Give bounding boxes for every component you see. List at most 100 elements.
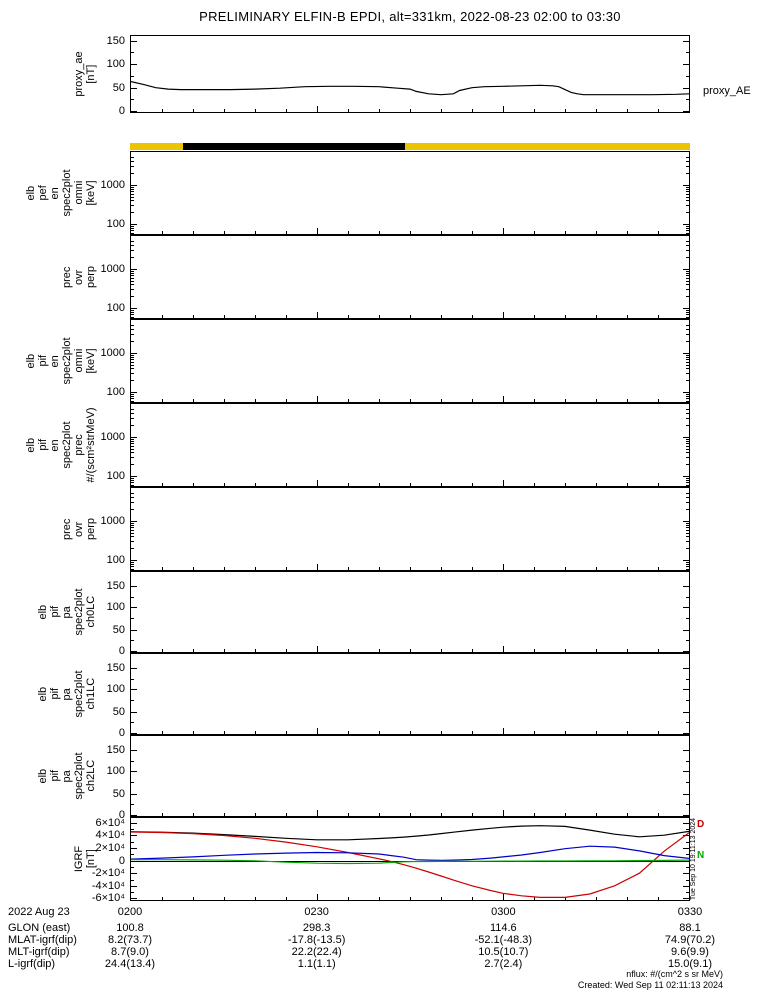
y-tick-mark [131,308,137,310]
y-minor-tick-mark [686,284,689,286]
x-tick-mark [627,231,628,234]
y-tick-mark [131,771,137,773]
x-tick-mark [658,649,659,652]
y-tick-mark [683,793,689,795]
y-minor-tick-mark [131,493,134,495]
axis-value-cell: 8.2(73.7) [107,934,153,946]
y-tick-label: 50 [112,705,125,718]
x-tick-mark [441,897,442,900]
x-tick-mark [193,231,194,234]
x-tick-mark [255,109,256,112]
proxy-ae-line [131,81,689,96]
x-tick-mark [503,728,504,734]
y-axis-label: prec ovr perp [61,517,97,541]
x-tick-mark [503,228,504,234]
y-axis-label: elb pif pa spec2plot ch0LC [37,588,97,636]
x-tick-mark [627,483,628,486]
y-tick-label: 100 [106,302,125,315]
igrf-line-green [131,859,689,865]
y-minor-tick-mark [686,334,689,336]
x-tick-mark [193,315,194,318]
x-tick-mark [472,399,473,402]
y-tick-label: 2×10⁴ [95,842,125,855]
y-minor-tick-mark [131,284,134,286]
y-tick-label: 0 [118,854,125,867]
y-minor-tick-mark [686,190,689,192]
y-minor-tick-mark [131,356,134,358]
time-tick-label: 0330 [677,906,703,918]
x-tick-mark [286,897,287,900]
x-tick-mark [286,315,287,318]
y-minor-tick-mark [131,566,134,568]
x-tick-mark [596,231,597,234]
y-tick-mark [683,733,689,735]
axis-value-cell: 2.7(2.4) [484,958,523,970]
y-minor-tick-mark [686,760,689,762]
y-minor-tick-mark [131,413,134,415]
y-minor-tick-mark [131,508,134,510]
y-tick-mark [683,898,689,900]
y-tick-mark [683,607,689,609]
y-tick-mark [683,711,689,713]
y-tick-mark [131,815,137,817]
x-tick-mark [255,567,256,570]
y-tick-mark [683,629,689,631]
y-tick-mark [131,184,137,186]
x-tick-mark [410,315,411,318]
y-tick-mark [131,268,137,270]
x-tick-mark [596,649,597,652]
y-minor-tick-mark [131,205,134,207]
x-tick-mark [317,228,318,234]
y-minor-tick-mark [686,484,689,486]
y-tick-mark [131,352,137,354]
y-minor-tick-mark [686,329,689,331]
y-minor-tick-mark [131,424,134,426]
y-minor-tick-mark [131,526,134,528]
y-minor-tick-mark [131,892,134,894]
x-tick-mark [658,483,659,486]
y-minor-tick-mark [686,438,689,440]
y-minor-tick-mark [686,380,689,382]
x-tick-mark [317,480,318,486]
y-minor-tick-mark [686,99,689,101]
x-tick-mark [503,480,504,486]
y-minor-tick-mark [686,193,689,195]
proxy-ae-right-label: proxy_AE [703,84,751,97]
x-tick-mark [224,109,225,112]
x-tick-mark [379,231,380,234]
y-minor-tick-mark [131,270,134,272]
x-tick-mark [286,649,287,652]
y-minor-tick-mark [686,311,689,313]
y-minor-tick-mark [131,172,134,174]
x-tick-mark [224,231,225,234]
x-tick-mark [658,897,659,900]
y-axis-label: elb pif en spec2plot prec #/(scm²strMeV) [25,407,97,483]
x-tick-mark [286,813,287,816]
y-minor-tick-mark [131,536,134,538]
y-tick-label: 1000 [100,430,125,443]
y-minor-tick-mark [131,354,134,356]
x-tick-mark [410,231,411,234]
y-minor-tick-mark [686,358,689,360]
y-minor-tick-mark [686,829,689,831]
y-minor-tick-mark [686,482,689,484]
x-tick-mark [410,567,411,570]
y-tick-label: 1000 [100,514,125,527]
x-tick-mark [348,109,349,112]
y-minor-tick-mark [686,250,689,252]
x-tick-mark [379,649,380,652]
y-minor-tick-mark [131,464,134,466]
y-tick-mark [131,436,137,438]
y-tick-label: 1000 [100,346,125,359]
x-tick-mark [534,567,535,570]
x-tick-mark [658,315,659,318]
y-minor-tick-mark [686,172,689,174]
y-tick-mark [683,352,689,354]
y-minor-tick-mark [686,186,689,188]
x-tick-mark [658,231,659,234]
x-tick-mark [224,315,225,318]
x-tick-mark [379,109,380,112]
x-tick-mark [317,396,318,402]
x-tick-mark [565,483,566,486]
x-tick-mark [503,312,504,318]
